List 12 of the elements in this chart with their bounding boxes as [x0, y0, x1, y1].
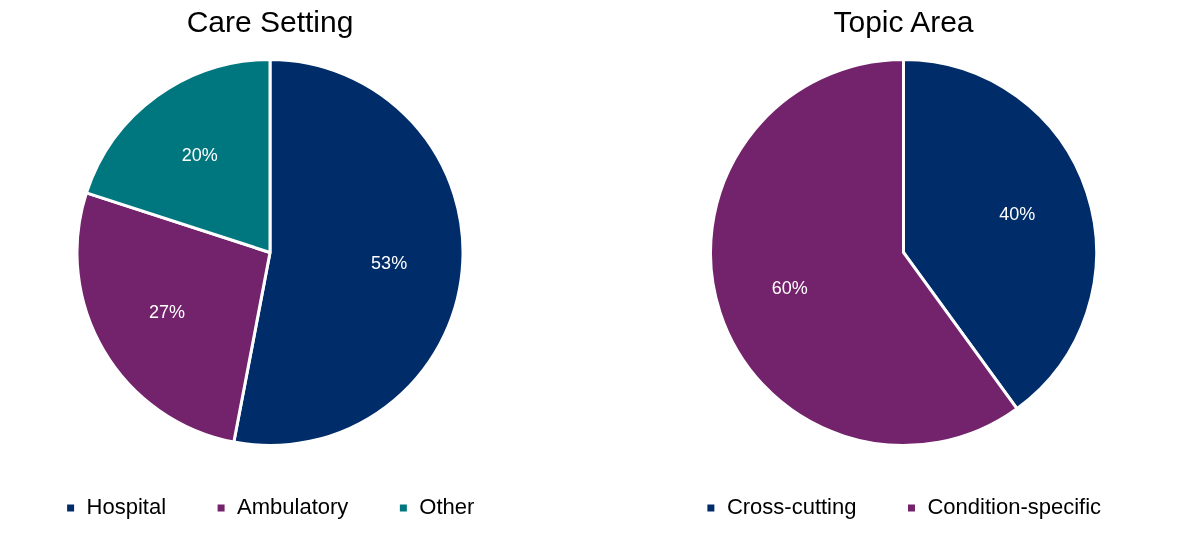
- legend-label: Cross-cutting: [726, 494, 857, 520]
- data-label: 40%: [999, 204, 1036, 225]
- data-label: 27%: [148, 302, 186, 323]
- chart-title: Topic Area: [833, 5, 974, 39]
- data-label: 20%: [181, 144, 218, 165]
- legend-label: Hospital: [86, 494, 167, 520]
- legend-label: Condition-specific: [927, 494, 1102, 520]
- legend-label: Ambulatory: [237, 494, 349, 520]
- chart-title: Care Setting: [186, 5, 354, 39]
- data-label: 53%: [371, 252, 408, 273]
- data-label: 60%: [771, 278, 808, 299]
- legend-label: Other: [419, 494, 475, 520]
